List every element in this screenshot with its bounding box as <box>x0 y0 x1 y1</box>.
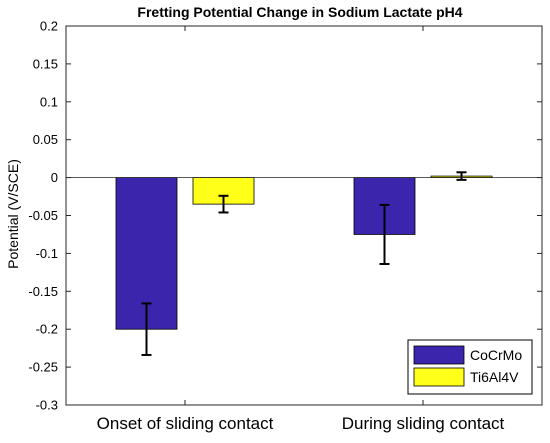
legend-label-cocrmo: CoCrMo <box>470 347 522 363</box>
legend-swatch-ti6al4v <box>413 367 465 387</box>
y-axis-label: Potential (V/SCE) <box>5 159 21 269</box>
plot-area: 0.2 0.15 0.1 0.05 0 -0.05 -0.1 -0.15 -0.2 -0.25 -0… <box>28 19 543 433</box>
x-tick-label: Onset of sliding contact <box>97 414 274 433</box>
y-tick-label: 0.1 <box>40 94 58 109</box>
y-tick-label: -0.05 <box>28 208 58 223</box>
legend-swatch-cocrmo <box>413 345 465 365</box>
y-tick-label: 0 <box>51 170 58 185</box>
y-tick-label: 0.05 <box>33 132 58 147</box>
y-tick-label: -0.3 <box>36 398 58 413</box>
y-tick-label: 0.15 <box>33 56 58 71</box>
chart-title: Fretting Potential Change in Sodium Lact… <box>137 4 462 20</box>
x-tick-label: During sliding contact <box>342 414 505 433</box>
y-tick-label: -0.25 <box>28 360 58 375</box>
y-tick-label: -0.1 <box>36 246 58 261</box>
y-tick-label: -0.15 <box>28 284 58 299</box>
legend-label-ti6al4v: Ti6Al4V <box>470 369 519 385</box>
y-tick-label: -0.2 <box>36 322 58 337</box>
y-tick-label: 0.2 <box>40 19 58 34</box>
